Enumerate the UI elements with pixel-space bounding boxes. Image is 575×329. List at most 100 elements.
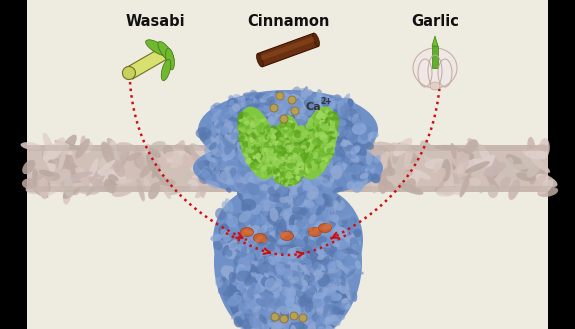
Ellipse shape: [221, 201, 228, 212]
Bar: [27, 145, 548, 151]
Ellipse shape: [294, 166, 298, 170]
Ellipse shape: [272, 166, 285, 177]
Ellipse shape: [332, 120, 340, 124]
Ellipse shape: [300, 114, 307, 120]
Ellipse shape: [279, 151, 286, 165]
Ellipse shape: [474, 175, 483, 193]
Ellipse shape: [284, 116, 295, 127]
Ellipse shape: [282, 178, 286, 187]
Ellipse shape: [323, 304, 332, 315]
Ellipse shape: [229, 272, 235, 283]
Ellipse shape: [235, 145, 239, 154]
Ellipse shape: [286, 225, 298, 231]
Ellipse shape: [255, 149, 264, 158]
Ellipse shape: [214, 232, 220, 240]
Ellipse shape: [275, 163, 281, 167]
Ellipse shape: [239, 221, 246, 233]
Ellipse shape: [307, 230, 321, 241]
Ellipse shape: [322, 125, 329, 132]
Ellipse shape: [259, 109, 263, 122]
Ellipse shape: [108, 140, 117, 165]
Ellipse shape: [358, 144, 367, 158]
Ellipse shape: [457, 153, 469, 178]
Ellipse shape: [254, 320, 264, 329]
Ellipse shape: [332, 115, 339, 119]
Ellipse shape: [288, 166, 293, 174]
Ellipse shape: [282, 254, 289, 263]
Ellipse shape: [306, 92, 317, 101]
Ellipse shape: [286, 181, 294, 186]
Ellipse shape: [334, 224, 340, 229]
Ellipse shape: [294, 158, 298, 163]
Ellipse shape: [288, 155, 300, 166]
Ellipse shape: [312, 164, 318, 171]
Ellipse shape: [282, 173, 290, 179]
Ellipse shape: [257, 236, 269, 245]
Ellipse shape: [484, 162, 506, 177]
Ellipse shape: [323, 152, 331, 162]
Ellipse shape: [286, 196, 296, 205]
Ellipse shape: [256, 112, 267, 123]
Ellipse shape: [277, 324, 282, 329]
Ellipse shape: [305, 106, 316, 118]
Ellipse shape: [346, 269, 355, 278]
Ellipse shape: [267, 216, 281, 226]
Ellipse shape: [338, 116, 345, 122]
Ellipse shape: [247, 148, 252, 152]
Ellipse shape: [279, 163, 285, 168]
Ellipse shape: [293, 147, 306, 160]
Ellipse shape: [241, 199, 256, 210]
Ellipse shape: [262, 228, 276, 237]
Ellipse shape: [289, 177, 294, 182]
Ellipse shape: [246, 144, 252, 155]
Ellipse shape: [321, 113, 328, 120]
Ellipse shape: [335, 124, 339, 129]
Ellipse shape: [299, 264, 310, 276]
Ellipse shape: [318, 136, 325, 145]
Ellipse shape: [99, 158, 110, 171]
Ellipse shape: [286, 145, 290, 150]
Ellipse shape: [282, 154, 288, 161]
Ellipse shape: [258, 135, 268, 145]
Ellipse shape: [302, 163, 306, 166]
Ellipse shape: [300, 320, 311, 329]
Ellipse shape: [164, 151, 179, 160]
Ellipse shape: [281, 301, 293, 310]
Ellipse shape: [293, 238, 304, 244]
Ellipse shape: [266, 134, 272, 139]
Ellipse shape: [291, 176, 294, 180]
Ellipse shape: [268, 137, 275, 147]
Ellipse shape: [260, 126, 267, 134]
Ellipse shape: [297, 266, 306, 279]
Ellipse shape: [155, 172, 170, 186]
Ellipse shape: [338, 276, 347, 283]
Ellipse shape: [263, 148, 269, 153]
Ellipse shape: [250, 90, 258, 98]
Text: 2+: 2+: [320, 97, 332, 107]
Ellipse shape: [316, 142, 328, 155]
Ellipse shape: [320, 127, 325, 142]
Ellipse shape: [308, 195, 315, 202]
Ellipse shape: [247, 290, 254, 300]
Ellipse shape: [288, 95, 298, 101]
Ellipse shape: [200, 167, 211, 178]
Ellipse shape: [242, 141, 248, 148]
Ellipse shape: [238, 154, 250, 166]
Ellipse shape: [265, 152, 269, 156]
Ellipse shape: [324, 124, 333, 139]
Ellipse shape: [267, 271, 275, 279]
Ellipse shape: [464, 139, 478, 154]
Ellipse shape: [261, 167, 266, 171]
Ellipse shape: [282, 153, 288, 159]
Ellipse shape: [350, 164, 362, 173]
Ellipse shape: [282, 173, 289, 182]
Ellipse shape: [288, 231, 297, 241]
Ellipse shape: [528, 172, 536, 185]
Ellipse shape: [274, 146, 282, 150]
Ellipse shape: [242, 261, 251, 272]
Ellipse shape: [258, 169, 271, 182]
Ellipse shape: [294, 155, 299, 160]
Ellipse shape: [295, 112, 300, 122]
Ellipse shape: [308, 221, 317, 232]
Ellipse shape: [288, 120, 298, 132]
